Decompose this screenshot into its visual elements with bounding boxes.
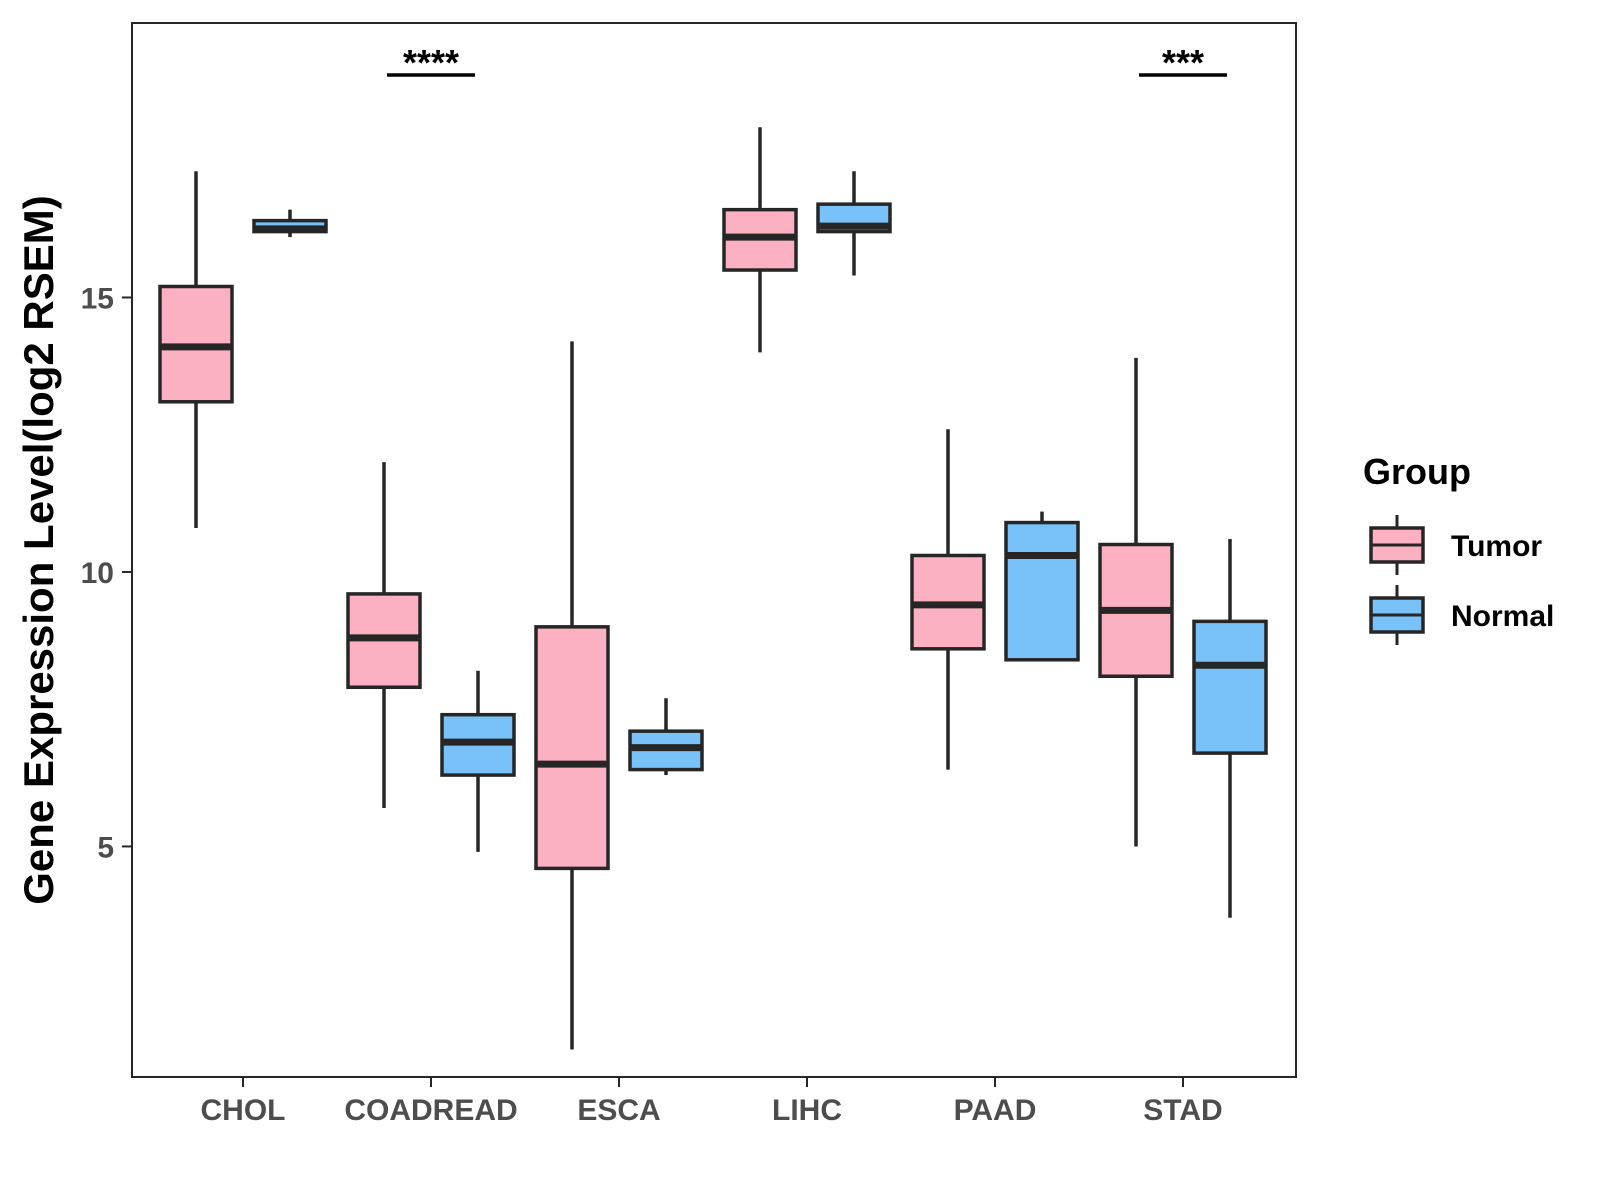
- box-normal-stad: [1192, 539, 1268, 918]
- y-tick-label: 15: [81, 282, 114, 315]
- significance-label: ****: [403, 42, 459, 83]
- x-tick-label: PAAD: [954, 1094, 1037, 1127]
- significance-label: ***: [1162, 42, 1204, 83]
- significance-layer: **** ***: [387, 42, 1227, 83]
- y-axis: 5 10 15: [81, 282, 132, 864]
- legend-label-tumor: Tumor: [1451, 530, 1542, 563]
- box-normal-esca: [628, 698, 704, 776]
- box-iqr: [534, 625, 610, 871]
- box-tumor-coadread: [346, 462, 422, 809]
- box-tumor-stad: [1098, 357, 1174, 847]
- legend-title: Group: [1363, 451, 1471, 492]
- x-tick-label: COADREAD: [344, 1094, 517, 1127]
- box-tumor-chol: [158, 171, 234, 529]
- x-axis: CHOL COADREAD ESCA LIHC PAAD STAD: [201, 1077, 1223, 1127]
- box-normal-paad: [1004, 511, 1080, 662]
- legend-keys: Tumor Normal: [1369, 515, 1554, 645]
- box-tumor-esca: [534, 341, 610, 1050]
- y-axis-title: Gene Expression Level(log2 RSEM): [15, 195, 62, 905]
- y-tick-label: 5: [97, 831, 114, 864]
- box-normal-lihc: [816, 171, 892, 276]
- boxes-layer: [158, 127, 1268, 1050]
- legend: Group Tumor Normal: [1363, 451, 1554, 645]
- x-tick-label: STAD: [1143, 1094, 1222, 1127]
- x-tick-label: LIHC: [772, 1094, 842, 1127]
- box-tumor-paad: [910, 429, 986, 770]
- box-iqr: [1192, 619, 1268, 755]
- x-tick-label: ESCA: [577, 1094, 660, 1127]
- y-tick-label: 10: [81, 557, 114, 590]
- box-normal-chol: [252, 209, 328, 238]
- box-normal-coadread: [440, 670, 516, 852]
- legend-label-normal: Normal: [1451, 600, 1554, 633]
- x-tick-label: CHOL: [201, 1094, 286, 1127]
- box-iqr: [1004, 520, 1080, 662]
- box-tumor-lihc: [722, 127, 798, 353]
